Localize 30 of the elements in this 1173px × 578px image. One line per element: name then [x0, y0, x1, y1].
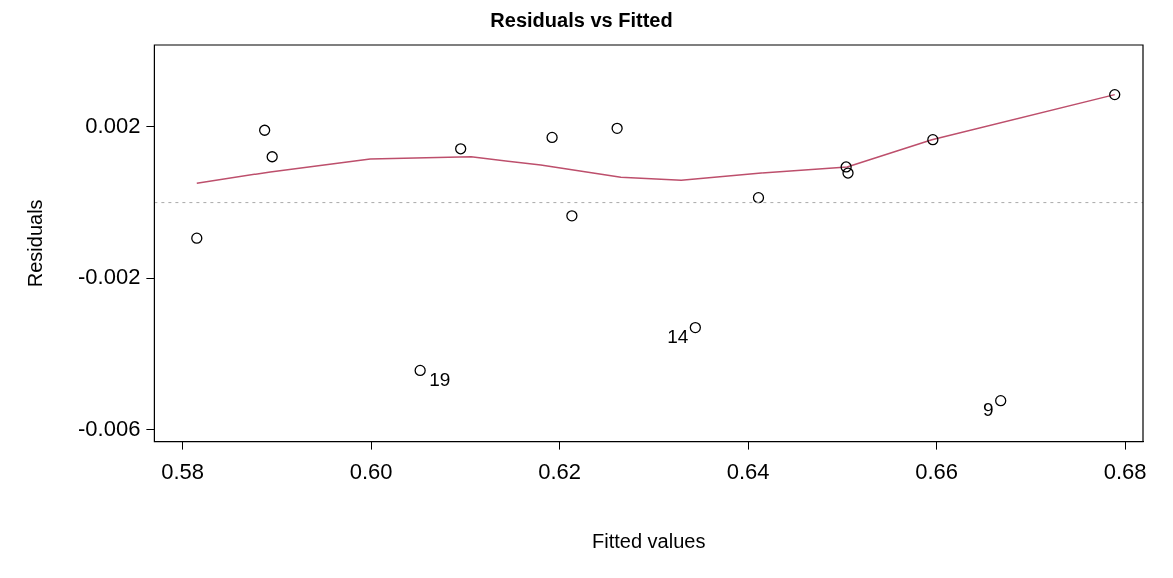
point — [566, 210, 578, 222]
x-tick-label: 0.68 — [1103, 458, 1147, 484]
chart-title: Residuals vs Fitted — [490, 8, 673, 31]
point — [840, 161, 852, 173]
x-tick-label: 0.66 — [915, 458, 959, 484]
point — [259, 124, 271, 136]
point — [689, 321, 701, 334]
point — [611, 122, 623, 134]
x-axis-title: Fitted values — [591, 529, 706, 552]
annotation: 14 — [667, 325, 689, 347]
point — [191, 232, 203, 244]
point — [546, 131, 558, 144]
y-axis-title: Residuals — [23, 199, 46, 288]
point — [842, 167, 854, 179]
point — [995, 395, 1007, 407]
y-tick-label: -0.002 — [77, 264, 141, 290]
point — [266, 151, 278, 163]
y-tick-label: 0.002 — [85, 112, 141, 138]
x-tick-label: 0.60 — [349, 458, 393, 484]
x-tick-label: 0.64 — [726, 458, 770, 484]
point — [752, 192, 765, 204]
y-tick-label: -0.006 — [77, 415, 141, 441]
x-tick-label: 0.62 — [538, 458, 582, 484]
point — [414, 364, 426, 377]
point — [455, 143, 467, 155]
annotation: 9 — [983, 398, 994, 420]
point — [927, 134, 939, 146]
annotation: 19 — [429, 368, 451, 390]
point — [1109, 88, 1121, 101]
x-tick-label: 0.58 — [161, 458, 205, 484]
